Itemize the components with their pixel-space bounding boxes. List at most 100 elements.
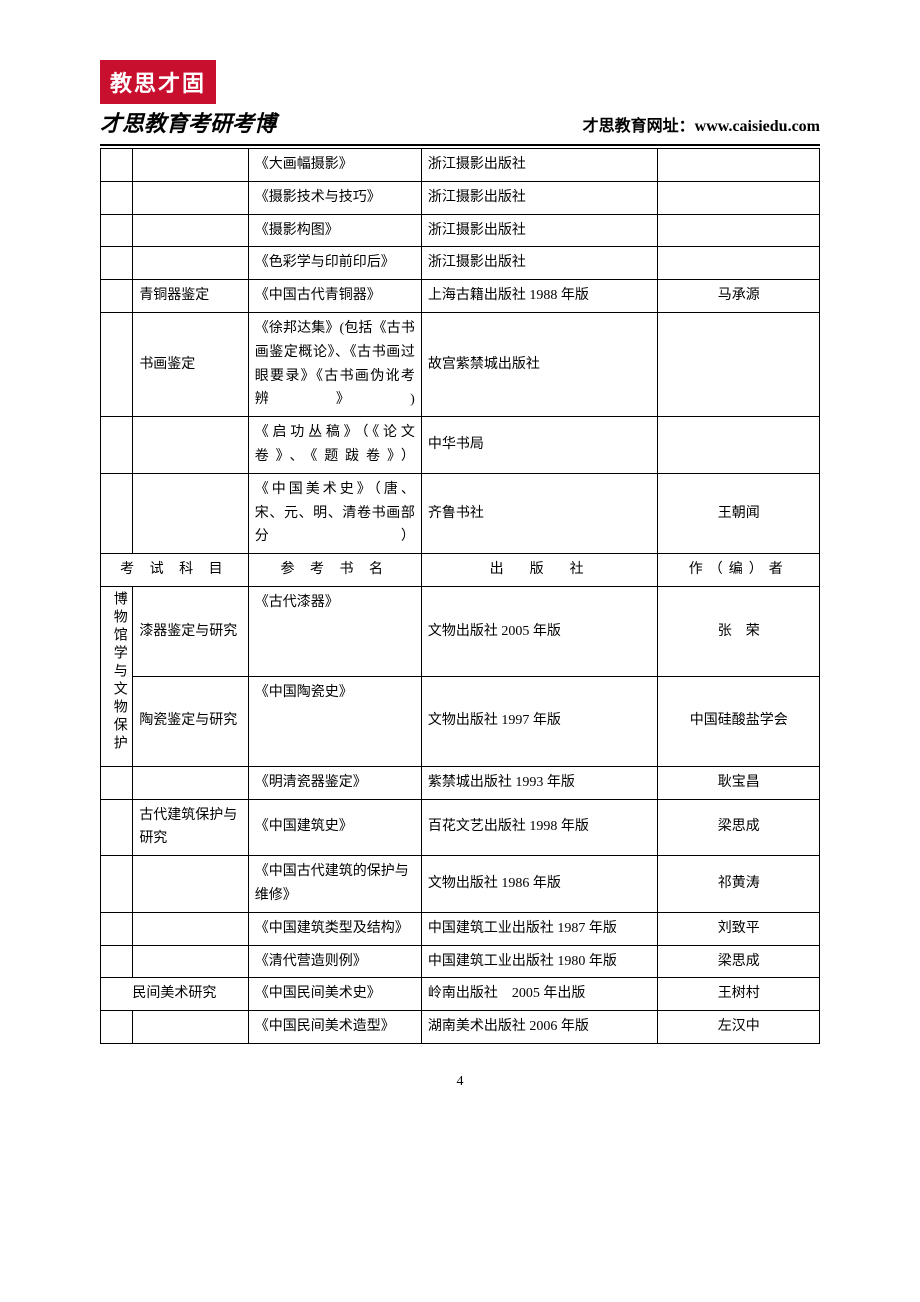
cell-subject — [133, 766, 248, 799]
cell-subject: 青铜器鉴定 — [133, 280, 248, 313]
cell-book: 《中国古代青铜器》 — [248, 280, 421, 313]
vertical-label: 博物馆学与文物保护 — [107, 591, 131, 753]
table-header-row: 考 试 科 目 参 考 书 名 出 版 社 作（编）者 — [101, 554, 820, 587]
table-row: 古代建筑保护与研究 《中国建筑史》 百花文艺出版社 1998 年版 梁思成 — [101, 799, 820, 856]
table-row: 《摄影技术与技巧》 浙江摄影出版社 — [101, 181, 820, 214]
table-row: 《中国古代建筑的保护与维修》 文物出版社 1986 年版 祁黄涛 — [101, 856, 820, 913]
cell-author: 梁思成 — [658, 799, 820, 856]
cell-author — [658, 181, 820, 214]
cell-publisher: 百花文艺出版社 1998 年版 — [421, 799, 658, 856]
cell-book: 《徐邦达集》(包括《古书画鉴定概论》、《古书画过眼要录》《古书画伪讹考辨》) — [248, 312, 421, 416]
cell-book: 《启功丛稿》（《论文卷》、《题跋卷》） — [248, 417, 421, 474]
site-label: 才思教育网址： — [583, 118, 695, 135]
cell-publisher: 浙江摄影出版社 — [421, 214, 658, 247]
cell-author: 左汉中 — [658, 1011, 820, 1044]
cell-subject — [133, 1011, 248, 1044]
cell-book: 《中国建筑类型及结构》 — [248, 912, 421, 945]
cell-c0 — [101, 473, 133, 553]
cell-subject — [133, 214, 248, 247]
cell-publisher: 文物出版社 2005 年版 — [421, 586, 658, 676]
cell-c0 — [101, 912, 133, 945]
cell-subject — [133, 181, 248, 214]
cell-book: 《摄影技术与技巧》 — [248, 181, 421, 214]
cell-c0 — [101, 312, 133, 416]
cell-publisher: 中国建筑工业出版社 1987 年版 — [421, 912, 658, 945]
th-book: 参 考 书 名 — [248, 554, 421, 587]
cell-author: 梁思成 — [658, 945, 820, 978]
cell-subject — [133, 473, 248, 553]
cell-book: 《中国建筑史》 — [248, 799, 421, 856]
cell-c0 — [101, 181, 133, 214]
th-author: 作（编）者 — [658, 554, 820, 587]
cell-publisher: 中华书局 — [421, 417, 658, 474]
cell-author — [658, 247, 820, 280]
cell-book: 《中国美术史》（唐、宋、元、明、清卷书画部分） — [248, 473, 421, 553]
logo-subtitle: 才思教育考研考博 — [100, 106, 276, 138]
cell-book: 《大画幅摄影》 — [248, 149, 421, 182]
cell-book: 《中国古代建筑的保护与维修》 — [248, 856, 421, 913]
cell-subject — [133, 247, 248, 280]
table-row: 《摄影构图》 浙江摄影出版社 — [101, 214, 820, 247]
cell-author — [658, 417, 820, 474]
header-rule — [100, 144, 820, 146]
cell-c0 — [101, 247, 133, 280]
table-row: 《清代营造则例》 中国建筑工业出版社 1980 年版 梁思成 — [101, 945, 820, 978]
cell-subject — [133, 912, 248, 945]
cell-publisher: 浙江摄影出版社 — [421, 247, 658, 280]
reference-table: 《大画幅摄影》 浙江摄影出版社 《摄影技术与技巧》 浙江摄影出版社 《摄影构图》… — [100, 148, 820, 1044]
table-row: 博物馆学与文物保护 漆器鉴定与研究 《古代漆器》 文物出版社 2005 年版 张… — [101, 586, 820, 676]
table-row: 《中国美术史》（唐、宋、元、明、清卷书画部分） 齐鲁书社 王朝闻 — [101, 473, 820, 553]
cell-subject — [133, 417, 248, 474]
table-row: 《中国民间美术造型》 湖南美术出版社 2006 年版 左汉中 — [101, 1011, 820, 1044]
cell-book: 《中国陶瓷史》 — [248, 676, 421, 766]
table-row: 《中国建筑类型及结构》 中国建筑工业出版社 1987 年版 刘致平 — [101, 912, 820, 945]
cell-c0 — [101, 214, 133, 247]
th-publisher: 出 版 社 — [421, 554, 658, 587]
site-url: www.caisiedu.com — [695, 118, 820, 135]
cell-c0 — [101, 280, 133, 313]
cell-author: 中国硅酸盐学会 — [658, 676, 820, 766]
cell-subject — [133, 856, 248, 913]
cell-publisher: 岭南出版社 2005 年出版 — [421, 978, 658, 1011]
cell-publisher: 浙江摄影出版社 — [421, 149, 658, 182]
cell-publisher: 中国建筑工业出版社 1980 年版 — [421, 945, 658, 978]
cell-publisher: 上海古籍出版社 1988 年版 — [421, 280, 658, 313]
cell-c0 — [101, 417, 133, 474]
cell-book: 《色彩学与印前印后》 — [248, 247, 421, 280]
cell-publisher: 故宫紫禁城出版社 — [421, 312, 658, 416]
cell-c0 — [101, 799, 133, 856]
cell-publisher: 浙江摄影出版社 — [421, 181, 658, 214]
table-row: 民间美术研究 《中国民间美术史》 岭南出版社 2005 年出版 王树村 — [101, 978, 820, 1011]
cell-author: 刘致平 — [658, 912, 820, 945]
cell-c0 — [101, 766, 133, 799]
cell-book: 《摄影构图》 — [248, 214, 421, 247]
logo-block: 教思才固 才思教育考研考博 — [100, 60, 276, 138]
cell-subject: 古代建筑保护与研究 — [133, 799, 248, 856]
cell-author: 王朝闻 — [658, 473, 820, 553]
cell-c0 — [101, 856, 133, 913]
page-header: 教思才固 才思教育考研考博 才思教育网址：www.caisiedu.com — [100, 60, 820, 138]
cell-author: 祁黄涛 — [658, 856, 820, 913]
cell-subject: 书画鉴定 — [133, 312, 248, 416]
cell-subject: 陶瓷鉴定与研究 — [133, 676, 248, 766]
table-row: 《明清瓷器鉴定》 紫禁城出版社 1993 年版 耿宝昌 — [101, 766, 820, 799]
cell-book: 《清代营造则例》 — [248, 945, 421, 978]
cell-author — [658, 214, 820, 247]
cell-publisher: 文物出版社 1986 年版 — [421, 856, 658, 913]
table-row: 陶瓷鉴定与研究 《中国陶瓷史》 文物出版社 1997 年版 中国硅酸盐学会 — [101, 676, 820, 766]
page-container: 教思才固 才思教育考研考博 才思教育网址：www.caisiedu.com 《大… — [0, 0, 920, 1130]
table-row: 书画鉴定 《徐邦达集》(包括《古书画鉴定概论》、《古书画过眼要录》《古书画伪讹考… — [101, 312, 820, 416]
cell-book: 《中国民间美术史》 — [248, 978, 421, 1011]
table-row: 《大画幅摄影》 浙江摄影出版社 — [101, 149, 820, 182]
cell-author: 张 荣 — [658, 586, 820, 676]
cell-author — [658, 312, 820, 416]
cell-subject: 漆器鉴定与研究 — [133, 586, 248, 676]
cell-c0 — [101, 1011, 133, 1044]
cell-book: 《明清瓷器鉴定》 — [248, 766, 421, 799]
site-line: 才思教育网址：www.caisiedu.com — [583, 112, 820, 138]
cell-book: 《古代漆器》 — [248, 586, 421, 676]
cell-subject — [133, 945, 248, 978]
cell-publisher: 齐鲁书社 — [421, 473, 658, 553]
cell-author — [658, 149, 820, 182]
cell-c0 — [101, 149, 133, 182]
